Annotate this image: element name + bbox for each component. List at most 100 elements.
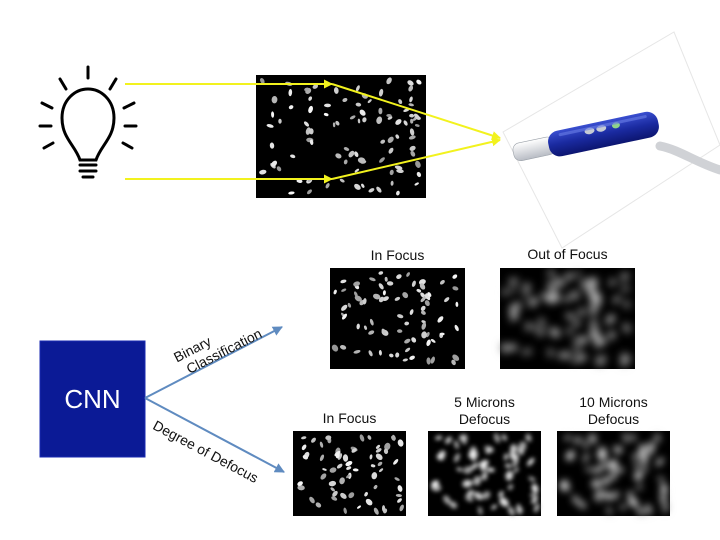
light-path-converge-upper [331,83,501,140]
nucleus [367,435,372,440]
defocus-10-caption: 10 Microns Defocus [547,394,680,428]
nucleus [346,466,352,470]
nucleus [509,452,519,462]
nucleus [623,323,630,333]
nucleus [640,460,648,467]
nucleus [498,491,504,498]
nucleus [340,492,347,499]
nucleus [359,109,366,116]
nucleus [615,467,624,473]
nucleus [378,88,384,97]
nucleus [416,288,422,293]
nucleus [609,465,617,471]
nucleus [639,444,645,450]
nucleus [636,484,643,490]
nucleus [339,477,345,485]
nucleus [378,107,383,115]
nucleus [552,289,557,297]
nucleus [609,473,615,479]
nucleus [621,285,630,292]
binary-in-focus-image [330,268,465,369]
nucleus [581,279,587,289]
nucleus [638,447,647,454]
nucleus [531,497,538,504]
nucleus [594,495,603,502]
nucleus [509,447,518,454]
nucleus [396,190,400,196]
nucleus [288,105,294,110]
nucleus [368,330,375,335]
nucleus [395,134,400,139]
nucleus [421,331,427,339]
nucleus [588,434,597,441]
nucleus [455,301,459,307]
nucleus [382,296,389,301]
nucleus [380,139,386,144]
nucleus [394,165,403,170]
nucleus [599,338,607,344]
nucleus [276,166,282,172]
nucleus [402,292,409,299]
nucleus [449,501,458,509]
nucleus [499,497,509,507]
nucleus [396,274,402,279]
nucleus [357,157,366,164]
nuclei-layer [259,77,422,196]
nucleus [381,328,386,334]
nucleus [613,296,621,304]
nucleus [533,503,540,513]
nucleus [573,320,581,327]
nucleus [477,506,483,516]
nucleus [486,467,495,473]
nucleus [525,322,531,331]
nucleus [624,300,629,308]
nucleus [288,191,295,195]
nucleus [325,183,330,189]
nucleus [382,290,386,296]
nucleus [335,453,340,459]
nucleus [378,296,385,303]
nucleus [290,154,296,159]
nucleus [574,436,581,444]
nucleus [354,168,360,173]
nucleus [421,322,427,330]
nucleus [430,338,436,343]
nucleus [565,454,574,461]
nucleus [508,344,518,351]
nucleus [532,296,538,306]
nucleus [404,321,410,326]
nucleus [608,332,616,336]
nucleus [357,505,361,509]
nucleus [342,454,349,462]
nucleus [333,87,339,94]
nucleus [409,96,413,103]
nucleus [424,300,430,307]
nucleus [503,288,508,296]
nucleus [547,281,555,291]
nucleus [390,180,394,186]
light-path-arrows [125,79,501,184]
nucleus [328,480,337,487]
nucleus [414,124,420,127]
nucleus [357,118,361,124]
nucleus [409,128,415,136]
nucleus [386,281,394,286]
nucleus [528,476,536,482]
defocus-10-image [557,431,670,517]
nucleus [465,495,474,502]
nucleus [416,79,422,85]
defocus-0-image [293,431,406,516]
nucleus [513,467,519,473]
nucleus [398,99,403,105]
nucleus [406,272,410,277]
nucleus [444,297,450,303]
nucleus [384,442,391,451]
nucleus [369,318,374,326]
defocus-branch-arrow [144,397,285,473]
nucleus [324,103,331,108]
nucleus [480,465,488,471]
nucleus [341,304,348,311]
nucleus [368,350,373,357]
nucleus [463,466,473,474]
nucleus [332,122,336,128]
